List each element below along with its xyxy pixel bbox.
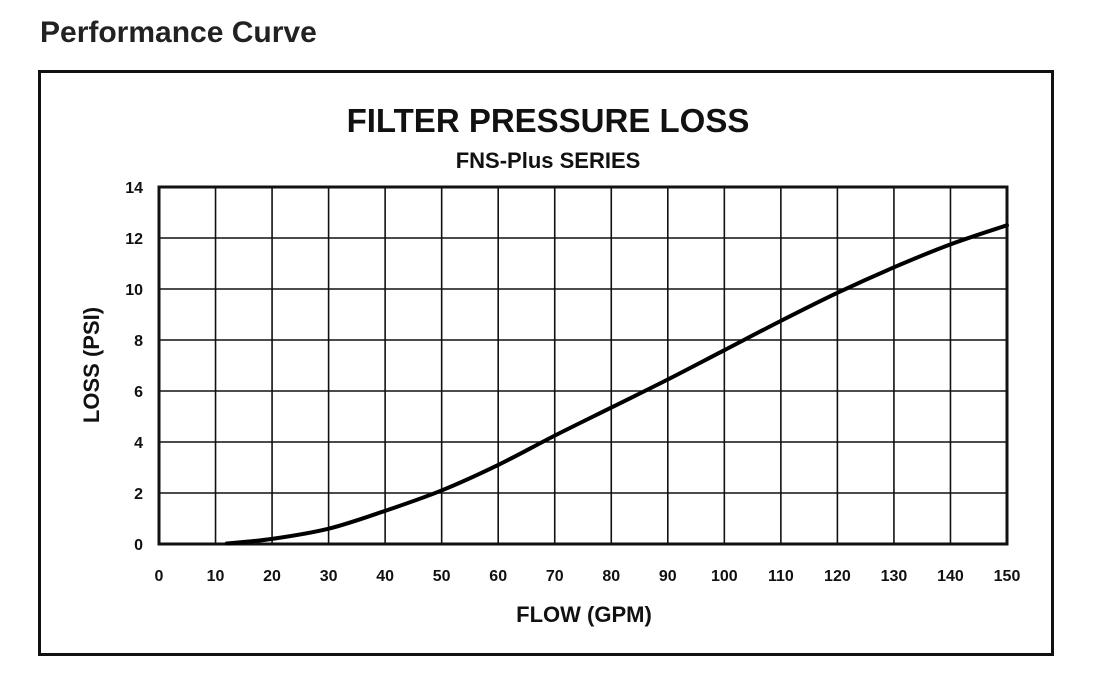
x-tick-label: 110 — [768, 568, 794, 585]
x-tick-label: 80 — [602, 568, 620, 585]
x-tick-label: 130 — [881, 568, 908, 585]
y-axis-label: LOSS (PSI) — [79, 307, 104, 423]
chart-frame — [38, 70, 1054, 656]
x-tick-label: 60 — [489, 568, 507, 585]
x-tick-label: 140 — [937, 568, 964, 585]
y-tick-label: 10 — [125, 282, 143, 299]
grid-lines — [158, 186, 1008, 545]
chart-title: FILTER PRESSURE LOSS — [347, 102, 750, 139]
x-tick-label: 150 — [994, 568, 1021, 585]
y-tick-label: 12 — [125, 231, 143, 248]
x-axis-label: FLOW (GPM) — [516, 602, 652, 627]
x-tick-label: 100 — [711, 568, 738, 585]
x-tick-label: 20 — [263, 568, 281, 585]
x-tick-label: 30 — [320, 568, 338, 585]
chart-subtitle: FNS-Plus SERIES — [456, 148, 641, 173]
page-heading: Performance Curve — [40, 16, 317, 49]
y-tick-label: 0 — [134, 537, 143, 554]
x-tick-label: 40 — [376, 568, 394, 585]
y-tick-label: 4 — [134, 435, 143, 452]
y-tick-label: 2 — [134, 486, 143, 503]
y-tick-label: 6 — [134, 384, 143, 401]
series-group — [224, 223, 1009, 546]
y-tick-label: 8 — [134, 333, 143, 350]
y-tick-labels: 0 2 4 6 8 10 12 14 — [125, 180, 143, 554]
series-line — [224, 223, 1009, 546]
x-tick-labels: 0 10 20 30 40 50 60 70 80 90 100 110 120 130 140 150 — [155, 568, 1021, 585]
x-tick-label: 90 — [659, 568, 677, 585]
x-tick-label: 10 — [207, 568, 225, 585]
plot-area — [157, 185, 1009, 546]
x-tick-label: 0 — [155, 568, 164, 585]
x-tick-label: 120 — [824, 568, 851, 585]
x-tick-label: 50 — [433, 568, 451, 585]
y-tick-label: 14 — [125, 180, 143, 197]
x-tick-label: 70 — [546, 568, 564, 585]
